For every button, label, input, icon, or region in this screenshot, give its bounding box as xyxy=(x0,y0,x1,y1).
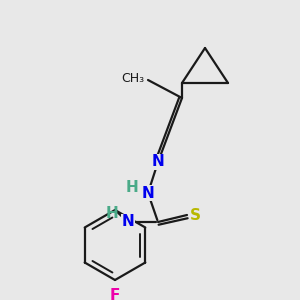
Text: CH₃: CH₃ xyxy=(121,73,144,85)
Text: N: N xyxy=(122,214,134,230)
Text: N: N xyxy=(152,154,164,169)
Text: N: N xyxy=(142,185,154,200)
Text: H: H xyxy=(106,206,118,221)
Text: F: F xyxy=(110,287,120,300)
Text: H: H xyxy=(126,181,138,196)
Text: S: S xyxy=(190,208,200,223)
